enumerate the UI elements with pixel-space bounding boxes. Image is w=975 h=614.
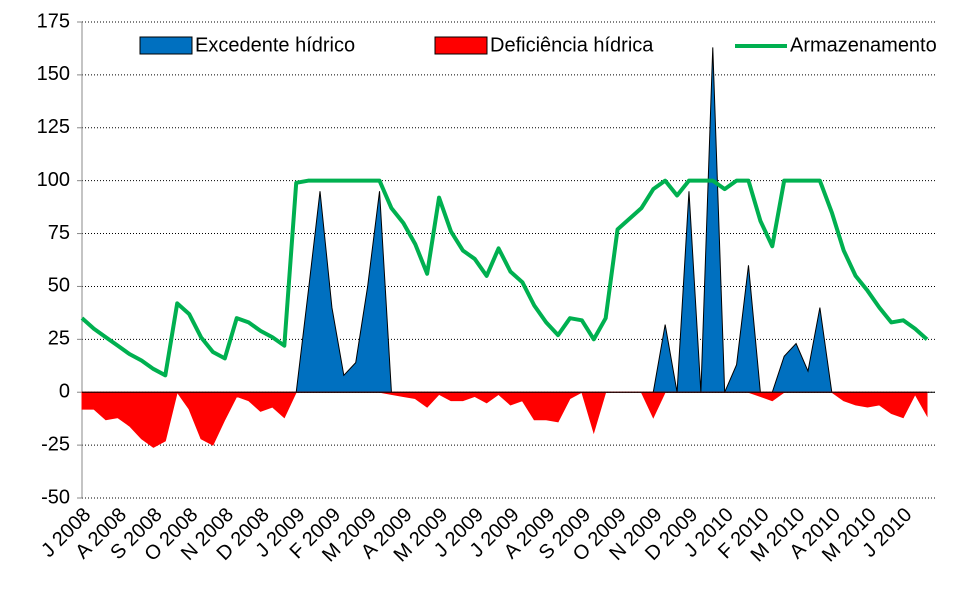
legend-swatch	[434, 36, 488, 55]
y-tick-label: 125	[37, 116, 70, 138]
line	[80, 178, 929, 378]
y-tick-label: 25	[48, 328, 70, 350]
y-tick-label: 100	[37, 169, 70, 191]
y-tick-label: 175	[37, 10, 70, 32]
y-tick-label: 50	[48, 275, 70, 297]
legend-label: Excedente hídrico	[195, 34, 355, 56]
y-tick-label: 150	[37, 63, 70, 85]
y-tick-label: 0	[59, 381, 70, 403]
area	[81, 391, 928, 448]
legend-label: Deficiência hídrica	[490, 34, 654, 56]
y-tick-label: -50	[41, 486, 70, 508]
legend-label: Armazenamento	[790, 34, 937, 56]
area	[82, 47, 927, 393]
legend-swatch	[139, 36, 193, 55]
y-tick-label: -25	[41, 433, 70, 455]
y-tick-label: 75	[48, 222, 70, 244]
